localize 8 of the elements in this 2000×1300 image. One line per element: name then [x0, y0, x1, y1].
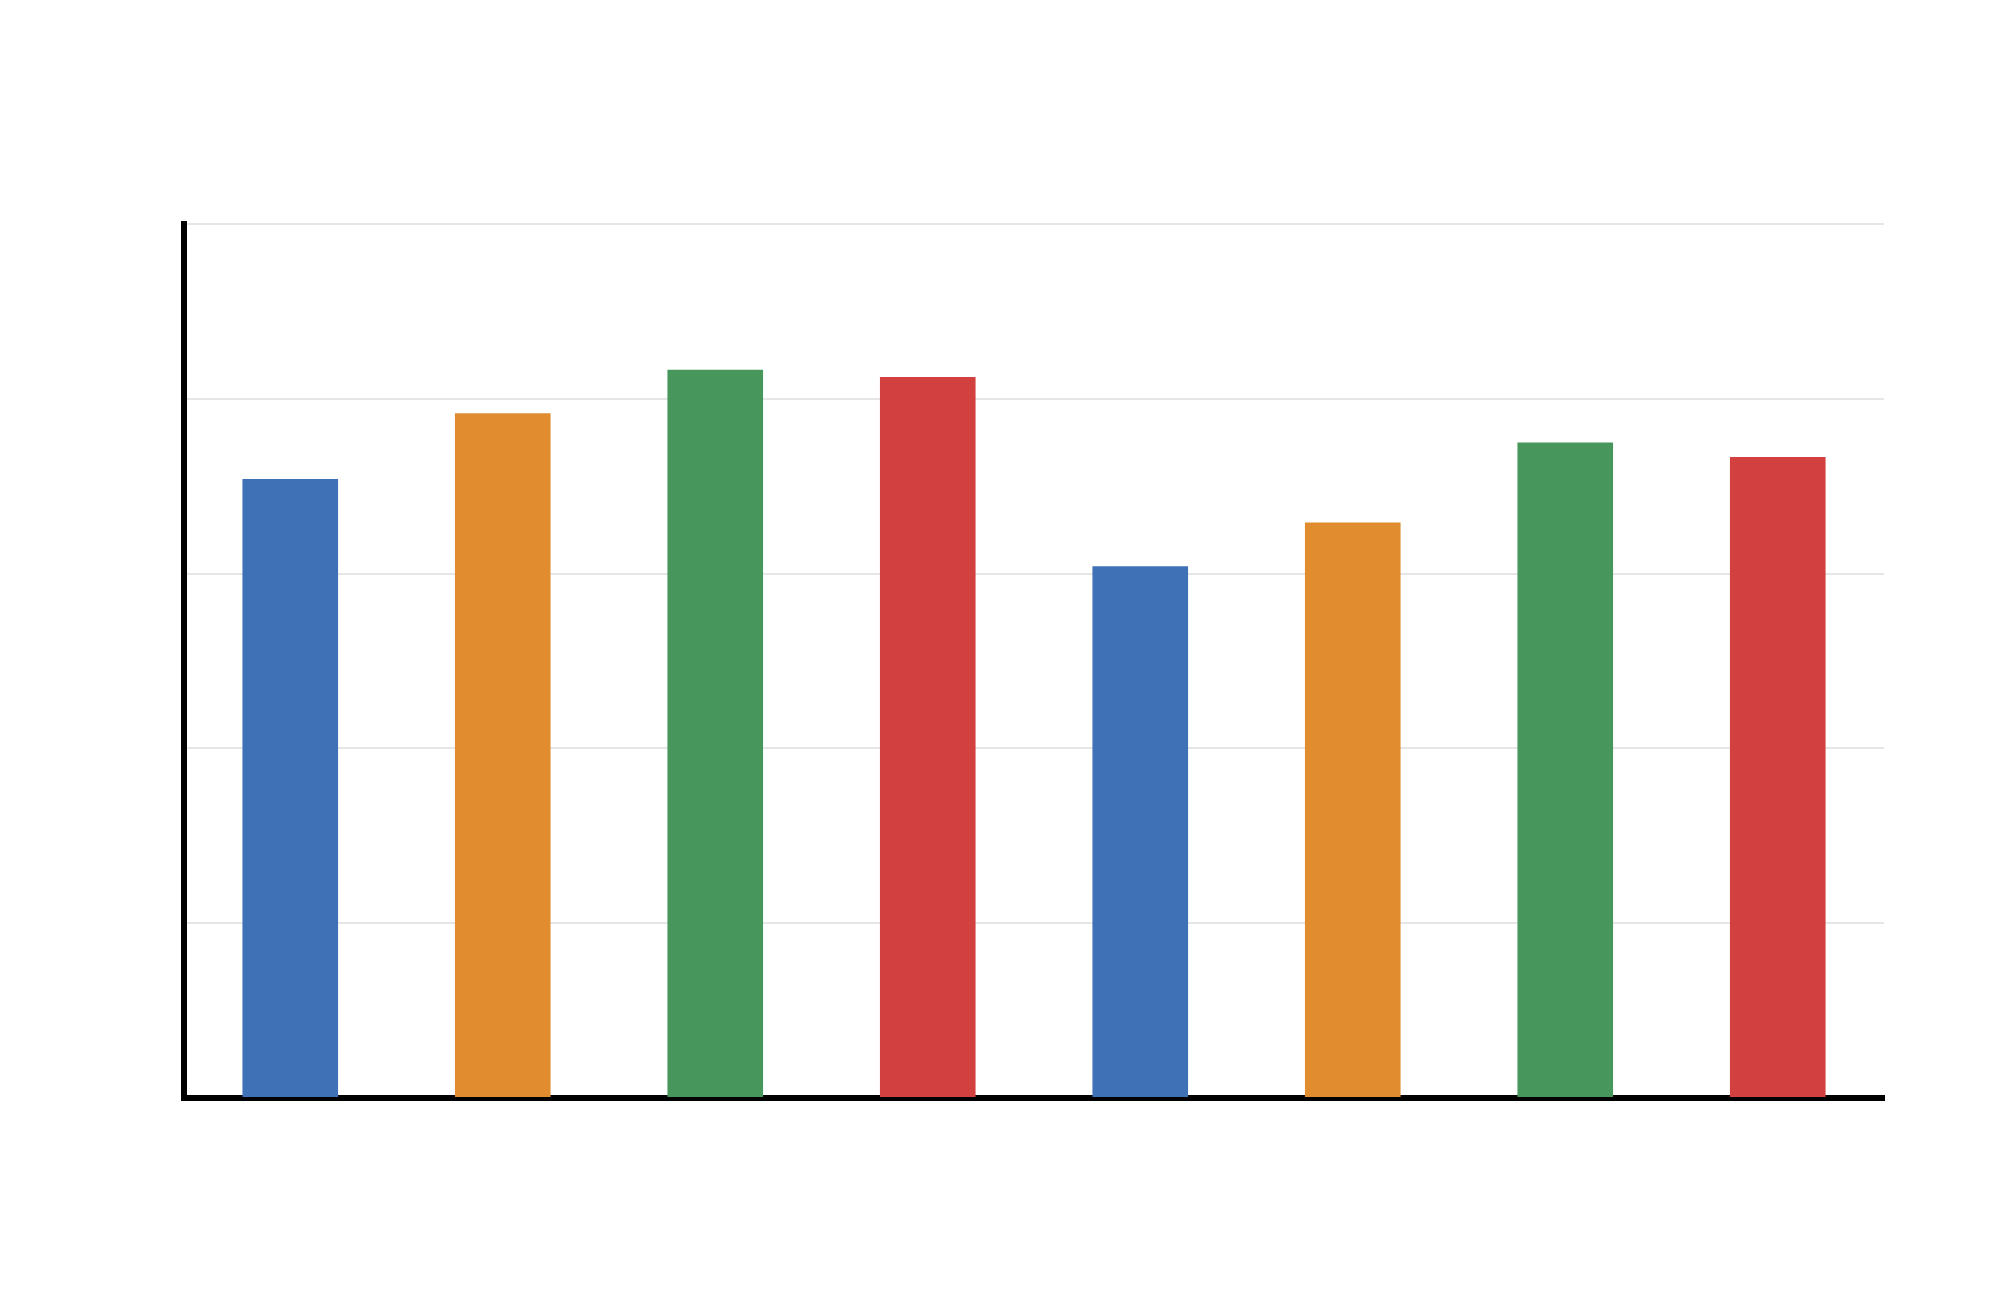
bar — [667, 369, 764, 1097]
bar — [1517, 442, 1614, 1097]
bar — [1304, 522, 1401, 1097]
bar — [1729, 457, 1826, 1097]
bar — [454, 413, 551, 1097]
bar — [242, 478, 339, 1097]
bar — [879, 376, 976, 1097]
bar — [1092, 566, 1189, 1097]
